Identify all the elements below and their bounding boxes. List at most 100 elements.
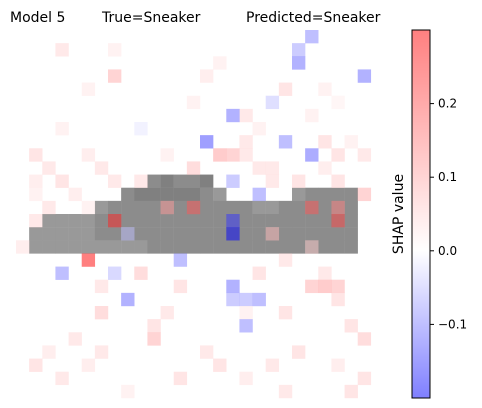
image-pixel [239,240,253,254]
image-pixel [81,240,96,254]
image-pixel [213,214,227,228]
image-pixel [134,240,148,254]
shap-cell [265,161,280,175]
image-pixel [147,187,161,202]
colorbar-tick-label: 0.0 [438,244,457,258]
shap-cell [239,148,253,162]
shap-cell [108,214,122,228]
image-pixel [213,200,227,215]
shap-cell [305,108,319,123]
shap-cell [331,292,345,307]
image-pixel [278,240,293,254]
shap-cell [134,122,148,136]
image-pixel [265,214,280,228]
shap-cell [29,174,43,188]
image-pixel [200,240,214,254]
image-pixel [318,214,332,228]
shap-cell [160,306,174,320]
image-pixel [134,214,148,228]
shap-cell [42,200,56,215]
shap-cell [226,108,240,123]
shap-cell [55,174,69,188]
image-pixel [173,240,188,254]
shap-cell [305,200,319,215]
shap-cell [331,174,345,188]
image-pixel [292,200,306,215]
shap-cell [278,135,293,149]
shap-cell [186,95,201,110]
shap-cell [344,319,358,333]
shap-cell [94,279,109,294]
shap-cell [265,95,280,110]
image-pixel [94,227,109,241]
image-pixel [29,227,43,241]
image-pixel [292,214,306,228]
image-pixel [318,187,332,202]
image-pixel [278,200,293,215]
shap-cell [278,384,293,399]
shap-cell [108,266,122,280]
shap-cell [305,30,319,44]
shap-cell [292,56,306,70]
image-pixel [186,214,201,228]
image-pixel [160,187,174,202]
image-pixel [134,187,148,202]
shap-cell [357,371,372,386]
image-pixel [344,227,358,241]
image-pixel [331,227,345,241]
image-pixel [186,227,201,241]
image-pixel [239,214,253,228]
image-pixel [265,240,280,254]
shap-cell [173,371,188,386]
shap-cell [94,161,109,175]
image-pixel [94,240,109,254]
shap-cell [81,82,96,96]
shap-cell [213,56,227,70]
shap-cell [305,148,319,162]
image-pixel [186,240,201,254]
shap-cell [318,82,332,96]
shap-cell [292,174,306,188]
image-pixel [42,227,56,241]
shap-cell [186,161,201,175]
image-pixel [134,227,148,241]
shap-cell [29,358,43,372]
shap-cell [173,279,188,294]
image-pixel [68,227,82,241]
image-pixel [305,187,319,202]
colorbar-frame [411,29,431,399]
title-model: Model 5 [10,10,65,26]
shap-cell [213,358,227,372]
image-pixel [278,227,293,241]
shap-cell [331,358,345,372]
image-pixel [252,214,266,228]
shap-cell [331,214,345,228]
image-pixel [239,200,253,215]
image-pixel [239,227,253,241]
colorbar-gradient [412,30,430,398]
shap-cell [173,253,188,267]
image-pixel [147,200,161,215]
image-pixel [81,214,96,228]
shap-cell [305,240,319,254]
image-pixel [160,214,174,228]
image-pixel [200,214,214,228]
shap-cell [160,200,174,215]
image-pixel [265,200,280,215]
shap-cell [81,253,96,267]
shap-cell [292,43,306,57]
shap-cell [108,69,122,83]
image-pixel [186,174,201,188]
shap-cell [226,148,240,162]
image-pixel [344,240,358,254]
image-pixel [81,227,96,241]
heatmap-plot-area [16,30,384,399]
shap-cell [252,292,266,307]
shap-cell [29,214,43,228]
shap-cell [292,345,306,359]
shap-cell [357,187,372,202]
shap-cell [252,266,266,280]
image-pixel [278,214,293,228]
image-pixel [68,214,82,228]
shap-cell [55,371,69,386]
